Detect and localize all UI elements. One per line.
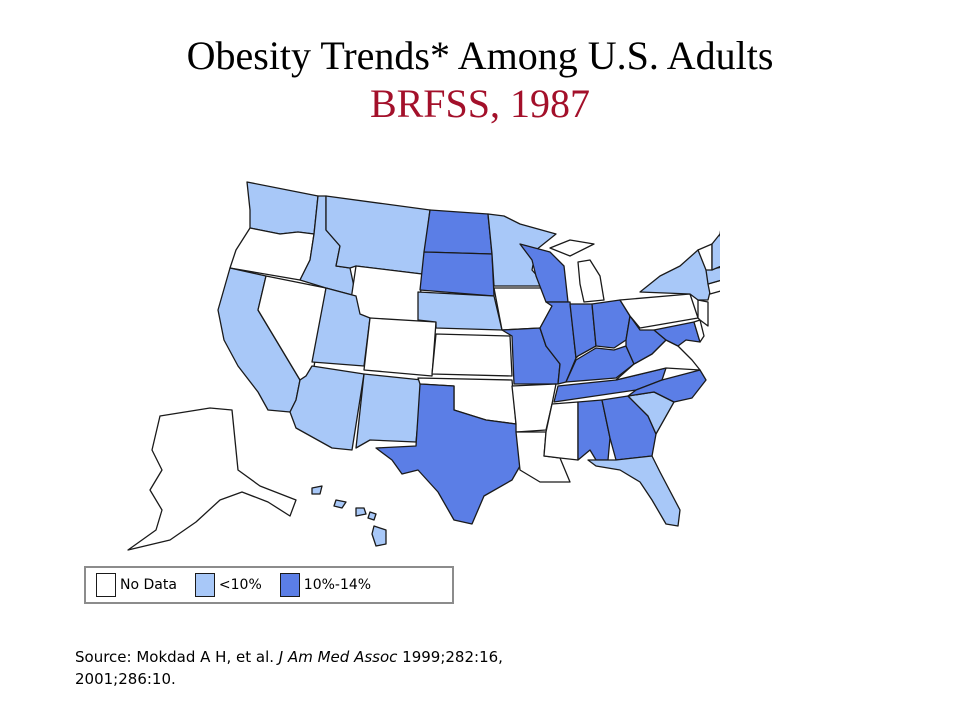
- legend-item-no-data: No Data: [96, 573, 177, 597]
- state-NE: [417, 291, 503, 331]
- state-MI: [549, 239, 605, 303]
- source-prefix: Source: Mokdad A H, et al.: [75, 648, 279, 666]
- legend-label: 10%-14%: [303, 577, 372, 593]
- state-AZ: [289, 365, 365, 451]
- source-journal: J Am Med Assoc: [278, 648, 398, 666]
- state-SD: [419, 251, 495, 297]
- state-CO: [363, 317, 437, 377]
- state-IN: [569, 303, 597, 359]
- state-FL: [587, 455, 681, 527]
- state-KS: [431, 333, 513, 377]
- us-map-svg: [127, 181, 720, 551]
- title-block: Obesity Trends* Among U.S. Adults BRFSS,…: [0, 32, 960, 128]
- source-citation: Source: Mokdad A H, et al. J Am Med Asso…: [75, 646, 695, 690]
- state-TX: [375, 383, 521, 525]
- legend-label: No Data: [120, 577, 177, 593]
- state-PA: [619, 293, 699, 329]
- source-line-1: Source: Mokdad A H, et al. J Am Med Asso…: [75, 646, 695, 668]
- page-subtitle: BRFSS, 1987: [369, 81, 591, 126]
- source-suffix: 1999;282:16,: [397, 648, 503, 666]
- page-title: Obesity Trends* Among U.S. Adults: [186, 33, 774, 78]
- state-ND: [423, 209, 493, 255]
- legend-item-mid: 10%-14%: [279, 573, 372, 597]
- state-AK: [127, 407, 297, 551]
- map-legend: No Data <10% 10%-14%: [84, 566, 454, 604]
- state-NH: [711, 233, 720, 271]
- legend-item-low: <10%: [194, 573, 262, 597]
- state-NC: [627, 369, 707, 403]
- us-obesity-map: [100, 170, 720, 560]
- legend-swatch: [279, 573, 300, 597]
- legend-label: <10%: [218, 577, 262, 593]
- state-MA: [705, 266, 720, 285]
- legend-swatch: [96, 573, 116, 597]
- state-NJ: [697, 299, 709, 327]
- state-MT: [325, 195, 431, 275]
- legend-swatch: [194, 573, 215, 597]
- state-DE: [693, 319, 705, 343]
- state-NM: [355, 373, 423, 449]
- state-HI: [311, 485, 387, 547]
- source-line-2: 2001;286:10.: [75, 670, 176, 688]
- state-WA: [246, 181, 319, 235]
